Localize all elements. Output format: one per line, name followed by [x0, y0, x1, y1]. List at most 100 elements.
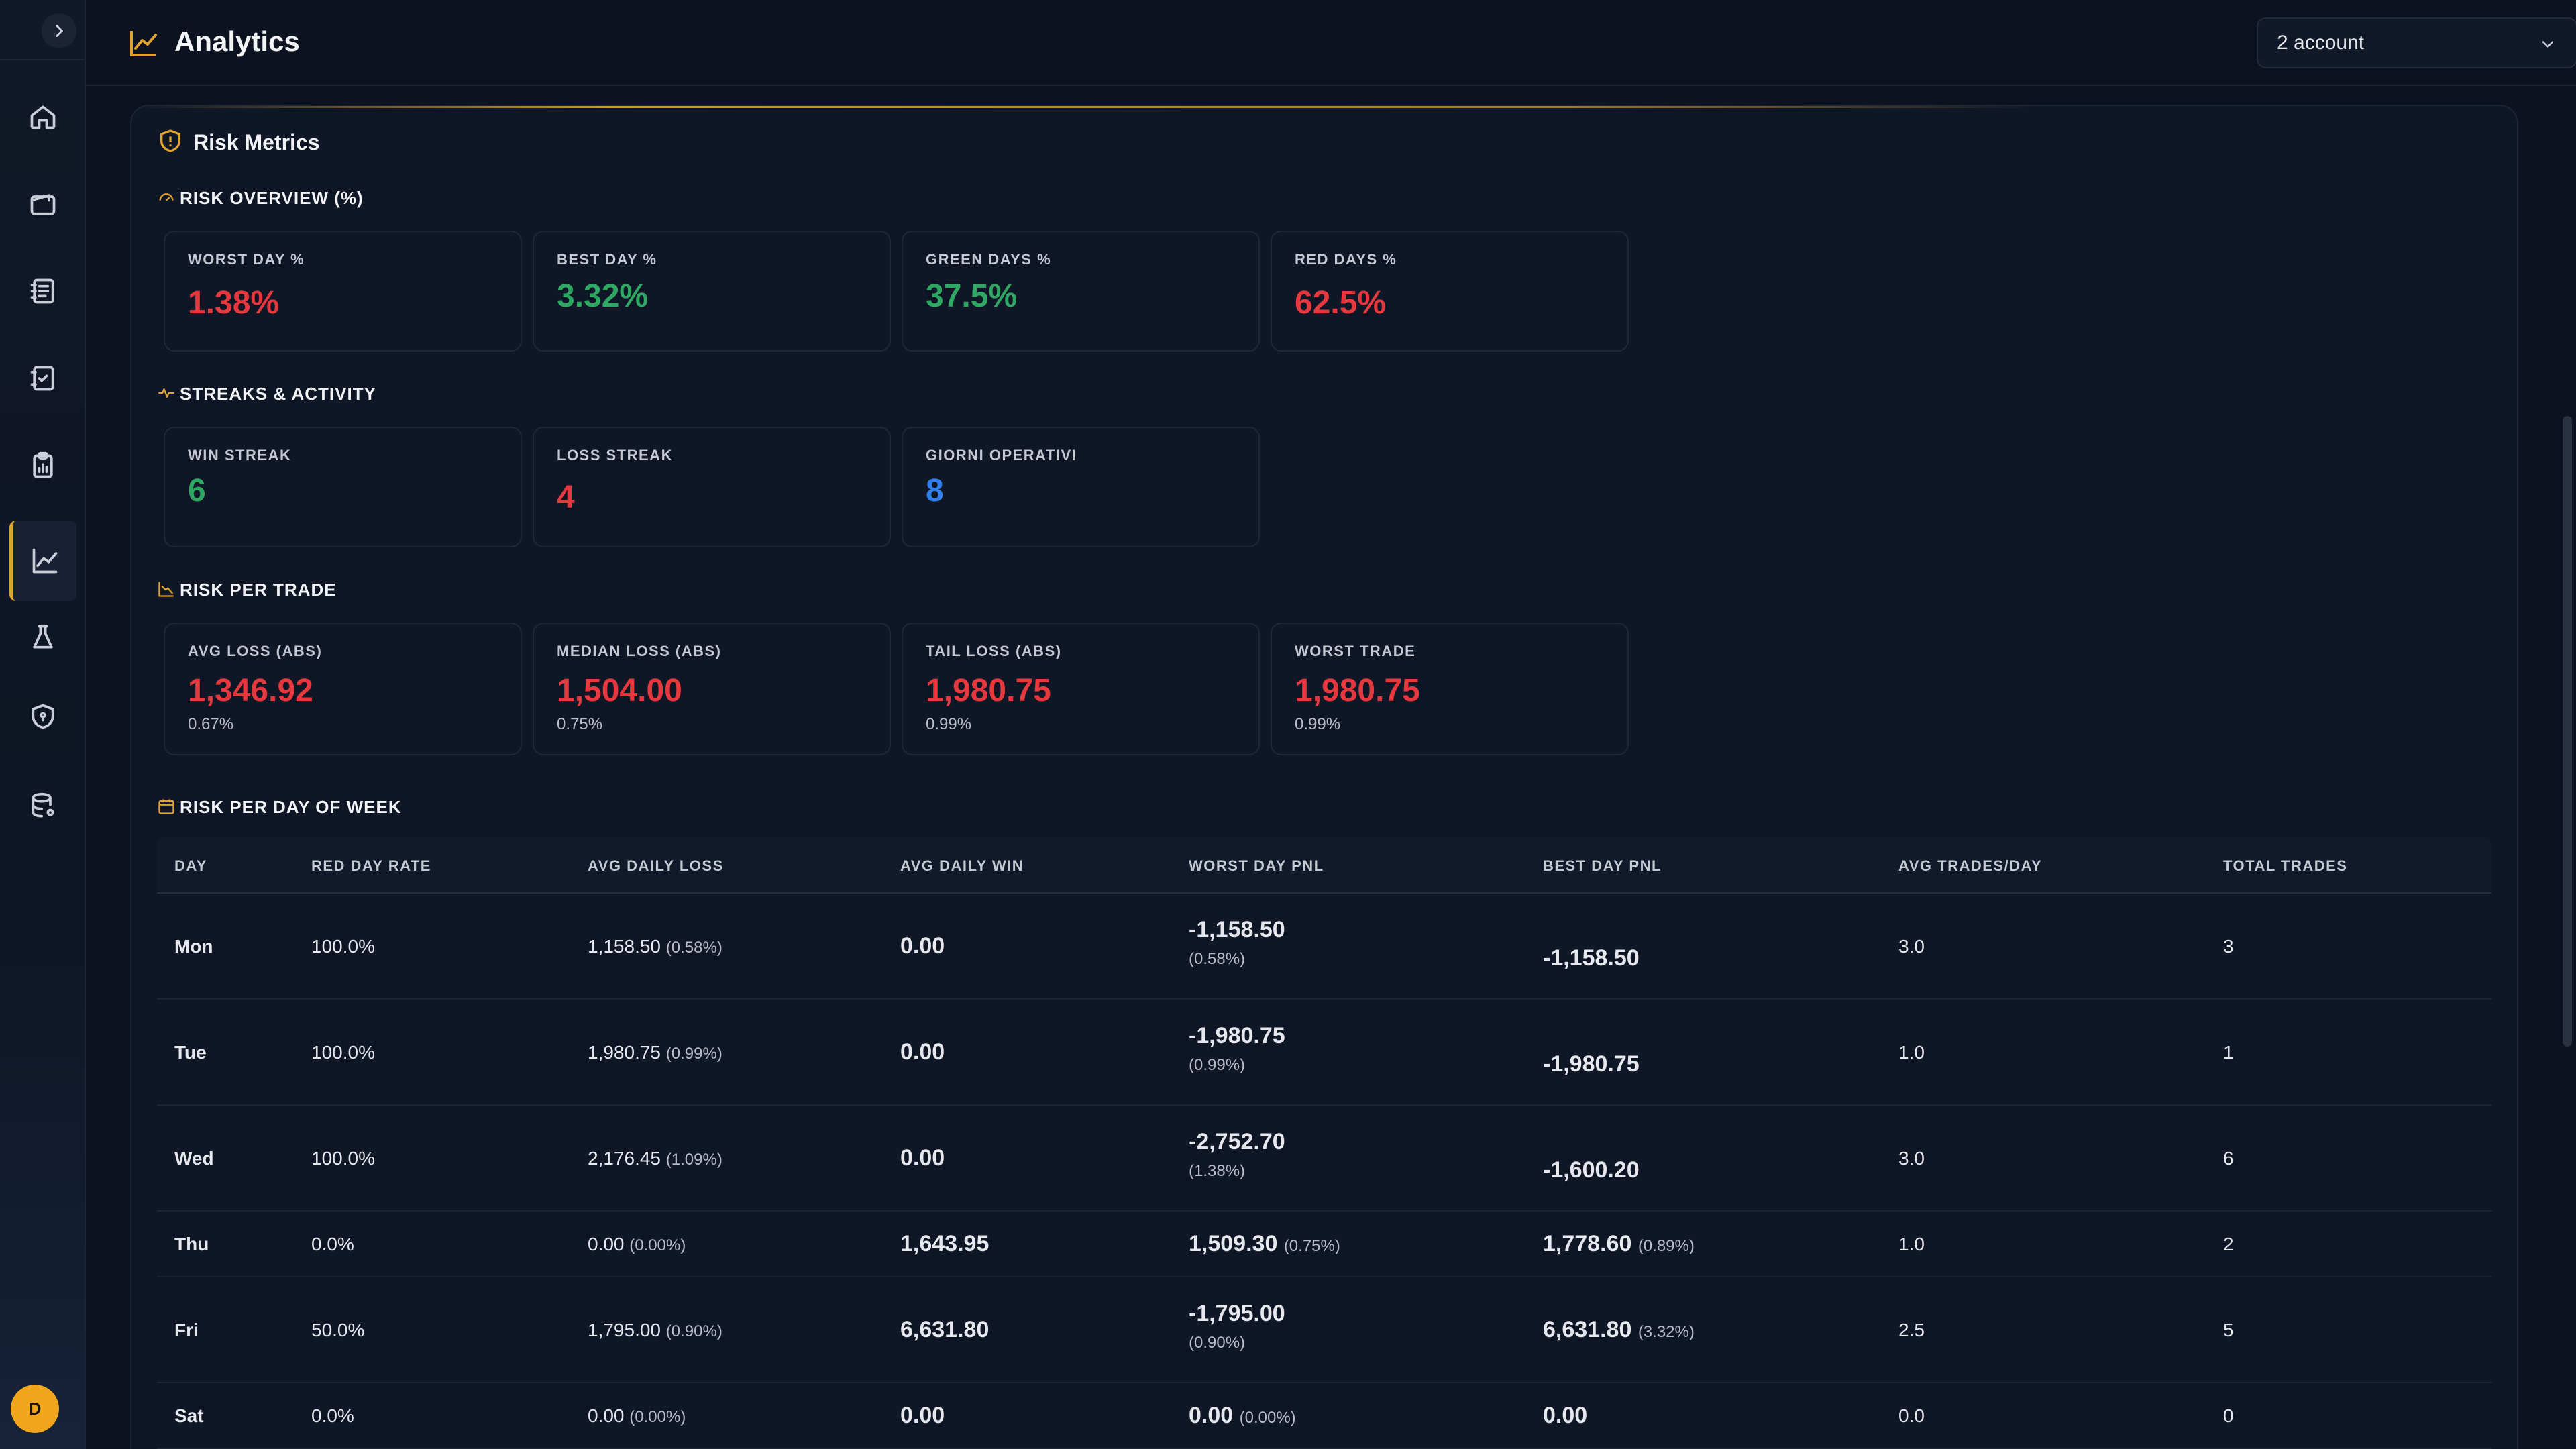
panel-accent-line: [131, 106, 2517, 108]
sidebar-item-reports[interactable]: [11, 433, 75, 498]
cell-total-trades: 6: [2223, 1148, 2234, 1169]
cell-pct: (1.38%): [1189, 1162, 1246, 1180]
sidebar: D: [0, 0, 86, 1449]
account-select[interactable]: 2 account: [2257, 17, 2576, 68]
column-header-worst-day-pnl[interactable]: WORST DAY PNL: [1189, 857, 1324, 874]
cell-value: -1,980.75: [1543, 1051, 1640, 1077]
cell-avg-daily-win: 0.00: [900, 1039, 945, 1065]
cell-pct: (0.58%): [665, 938, 722, 957]
card-value: 37.5%: [926, 278, 1018, 314]
card-label: BEST DAY %: [557, 251, 657, 268]
cell-day: Wed: [174, 1148, 214, 1169]
table-row: Tue 100.0% 1,980.75 (0.99%) 0.00 -1,980.75 (0…: [157, 1000, 2491, 1106]
cell-value: -1,600.20: [1543, 1157, 1640, 1183]
section-title-risk-per-trade: RISK PER TRADE: [180, 580, 337, 600]
activity-icon: [158, 388, 174, 398]
cell-avg-daily-win: 1,643.95: [900, 1231, 989, 1256]
cell-best-day-pnl: -1,158.50: [1543, 945, 1640, 971]
cell-avg-trades-day: 0.0: [1898, 1405, 1925, 1426]
cell-value: 6,631.80: [1543, 1317, 1632, 1342]
avatar[interactable]: D: [11, 1385, 59, 1433]
card-label: LOSS STREAK: [557, 447, 673, 464]
cell-day: Sat: [174, 1405, 204, 1426]
cell-day: Thu: [174, 1234, 209, 1254]
cell-best-day-pnl: -1,600.20: [1543, 1157, 1640, 1183]
cell-value: -2,752.70: [1189, 1129, 1285, 1155]
cell-red-day-rate: 100.0%: [311, 936, 375, 957]
cell-avg-daily-loss: 2,176.45 (1.09%): [588, 1148, 722, 1169]
card-avg-loss: AVG LOSS (ABS) 1,346.92 0.67%: [164, 623, 522, 755]
cell-avg-trades-day: 1.0: [1898, 1234, 1925, 1254]
cell-best-day-pnl: 6,631.80 (3.32%): [1543, 1317, 1695, 1343]
cell-pct: (0.00%): [629, 1408, 686, 1426]
sidebar-item-lab[interactable]: [11, 605, 75, 669]
card-sub: 0.99%: [926, 715, 972, 733]
card-value: 1.38%: [188, 285, 280, 321]
page-title: Analytics: [174, 25, 300, 57]
cell-pct: (0.99%): [1189, 1056, 1246, 1074]
cell-avg-daily-loss: 0.00 (0.00%): [588, 1234, 686, 1255]
cell-worst-day-pnl: -1,158.50 (0.58%): [1189, 917, 1285, 969]
section-title-risk-per-day: RISK PER DAY OF WEEK: [180, 797, 402, 817]
cell-avg-trades-day: 2.5: [1898, 1320, 1925, 1340]
column-header-red-day-rate[interactable]: RED DAY RATE: [311, 857, 431, 874]
column-header-total-trades[interactable]: TOTAL TRADES: [2223, 857, 2348, 874]
shield-icon: [32, 704, 54, 729]
table-row: Sat 0.0% 0.00 (0.00%) 0.00 0.00 (0.00%) 0.00 …: [157, 1383, 2491, 1449]
sidebar-item-checklist[interactable]: [11, 346, 75, 411]
card-sub: 0.99%: [1295, 715, 1341, 733]
card-label: RED DAYS %: [1295, 251, 1397, 268]
cell-pct: (3.32%): [1638, 1323, 1695, 1341]
card-value: 1,980.75: [926, 673, 1051, 708]
column-header-day[interactable]: DAY: [174, 857, 207, 874]
sidebar-item-journal[interactable]: [11, 259, 75, 323]
page-header: Analytics 2 account: [86, 0, 2576, 86]
cell-best-day-pnl: 1,778.60 (0.89%): [1543, 1231, 1695, 1257]
card-value: 8: [926, 473, 944, 508]
cell-pct: (1.09%): [665, 1150, 722, 1169]
cell-value: -1,980.75: [1189, 1023, 1285, 1049]
cell-total-trades: 3: [2223, 936, 2234, 957]
cell-value: -1,158.50: [1543, 945, 1640, 971]
cell-avg-daily-win: 0.00: [900, 1403, 945, 1428]
risk-metrics-panel: Risk Metrics RISK OVERVIEW (%) WORST DAY…: [130, 105, 2518, 1449]
cell-pct: (0.75%): [1283, 1237, 1340, 1255]
column-header-avg-daily-win[interactable]: AVG DAILY WIN: [900, 857, 1024, 874]
cell-pct: (0.90%): [1189, 1334, 1246, 1352]
sidebar-item-security[interactable]: [11, 684, 75, 749]
cell-avg-daily-loss: 0.00 (0.00%): [588, 1405, 686, 1427]
journal-icon: [30, 278, 54, 304]
sidebar-toggle-button[interactable]: [42, 13, 76, 48]
card-worst-trade: WORST TRADE 1,980.75 0.99%: [1271, 623, 1629, 755]
wallet-icon: [30, 194, 56, 215]
cell-pct: (0.58%): [1189, 950, 1246, 968]
shield-icon: [160, 129, 180, 152]
cell-value: 0.00: [1543, 1403, 1588, 1428]
cell-avg-trades-day: 3.0: [1898, 936, 1925, 957]
sidebar-item-wallet[interactable]: [11, 172, 75, 236]
cell-pct: (0.00%): [1239, 1409, 1296, 1427]
cell-pct: (0.90%): [665, 1322, 722, 1340]
sidebar-item-database[interactable]: [11, 774, 75, 839]
card-median-loss: MEDIAN LOSS (ABS) 1,504.00 0.75%: [533, 623, 891, 755]
cell-day: Fri: [174, 1320, 199, 1340]
sidebar-header: [0, 0, 85, 60]
section-title-streaks: STREAKS & ACTIVITY: [180, 384, 376, 404]
cell-value: 0.00: [588, 1405, 625, 1426]
card-label: TAIL LOSS (ABS): [926, 643, 1062, 659]
calendar-icon: [158, 799, 174, 814]
risk-per-day-table: DAY RED DAY RATE AVG DAILY LOSS AVG DAIL…: [157, 837, 2491, 1449]
card-sub: 0.67%: [188, 715, 234, 733]
column-header-avg-trades-day[interactable]: AVG TRADES/DAY: [1898, 857, 2043, 874]
sidebar-item-analytics[interactable]: [9, 521, 76, 601]
cell-red-day-rate: 100.0%: [311, 1042, 375, 1063]
column-header-avg-daily-loss[interactable]: AVG DAILY LOSS: [588, 857, 724, 874]
cell-best-day-pnl: 0.00: [1543, 1403, 1587, 1429]
column-header-best-day-pnl[interactable]: BEST DAY PNL: [1543, 857, 1662, 874]
cell-worst-day-pnl: 0.00 (0.00%): [1189, 1403, 1296, 1429]
gauge-icon: [159, 193, 174, 201]
table-header: DAY RED DAY RATE AVG DAILY LOSS AVG DAIL…: [157, 837, 2491, 894]
sidebar-item-home[interactable]: [11, 85, 75, 149]
scrollbar[interactable]: [2563, 416, 2572, 1046]
chevron-right-icon: [56, 25, 64, 37]
